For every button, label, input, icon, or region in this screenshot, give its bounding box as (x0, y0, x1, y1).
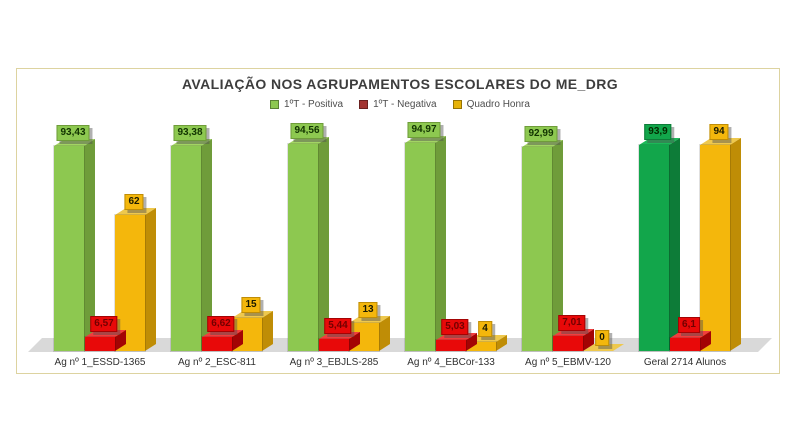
value-label: 93,38 (173, 125, 207, 142)
value-label: 7,01 (558, 314, 586, 331)
bar-negative (318, 338, 350, 352)
bar-honra (114, 214, 146, 352)
legend-item: Quadro Honra (452, 98, 530, 110)
bar-negative (84, 335, 116, 353)
bar-positive (521, 146, 553, 352)
value-label: 6,1 (678, 316, 700, 333)
bar-negative (669, 336, 701, 353)
legend-item: 1ºT - Negativa (359, 99, 437, 110)
bar-positive (638, 144, 670, 352)
bar-honra-side-face (145, 208, 156, 351)
value-label: 5,44 (324, 318, 352, 335)
bar-honra-side-face (730, 138, 741, 351)
legend-label: 1ºT - Negativa (373, 98, 437, 110)
category-label: Ag nº 2_ESC-811 (178, 357, 256, 368)
bar-positive (287, 142, 319, 352)
bar-negative (552, 334, 584, 353)
value-label: 6,57 (90, 315, 118, 332)
legend-swatch-icon (359, 99, 369, 109)
bar-positive (404, 142, 436, 352)
chart-legend: 1ºT - Positiva 1ºT - Negativa Quadro Honra (0, 97, 800, 111)
value-label: 15 (241, 297, 261, 314)
bar-positive (53, 145, 85, 352)
legend-label: 1ºT - Positiva (284, 98, 344, 110)
category-label: Geral 2714 Alunos (643, 357, 727, 368)
bar-negative (201, 335, 233, 353)
value-label: 5,03 (441, 318, 469, 335)
bar-honra (465, 341, 497, 352)
value-label: 0 (595, 330, 609, 346)
legend-swatch-icon (270, 99, 280, 109)
value-label: 93,43 (56, 125, 90, 142)
category-label: Ag nº 5_EBMV-120 (525, 357, 611, 368)
value-label: 92,99 (524, 126, 558, 143)
value-label: 13 (358, 301, 378, 318)
value-label: 6,62 (207, 315, 235, 332)
value-label: 93,9 (644, 124, 672, 141)
value-label: 62 (124, 194, 144, 211)
value-label: 94,97 (407, 122, 441, 139)
value-label: 94,56 (290, 122, 324, 139)
bar-honra (699, 144, 731, 352)
value-label: 4 (478, 321, 492, 338)
bar-negative (435, 338, 467, 352)
category-label: Ag nº 3_EBJLS-285 (289, 357, 379, 368)
category-label: Ag nº 4_EBCor-133 (407, 357, 495, 368)
bar-positive (170, 145, 202, 352)
legend-item: 1ºT - Positiva (270, 99, 343, 110)
legend-swatch-icon (452, 99, 462, 109)
category-label: Ag nº 1_ESSD-1365 (54, 357, 146, 368)
value-label: 94 (709, 124, 729, 141)
legend-label: Quadro Honra (466, 98, 530, 110)
chart-title: AVALIAÇÃO NOS AGRUPAMENTOS ESCOLARES DO … (181, 76, 619, 92)
